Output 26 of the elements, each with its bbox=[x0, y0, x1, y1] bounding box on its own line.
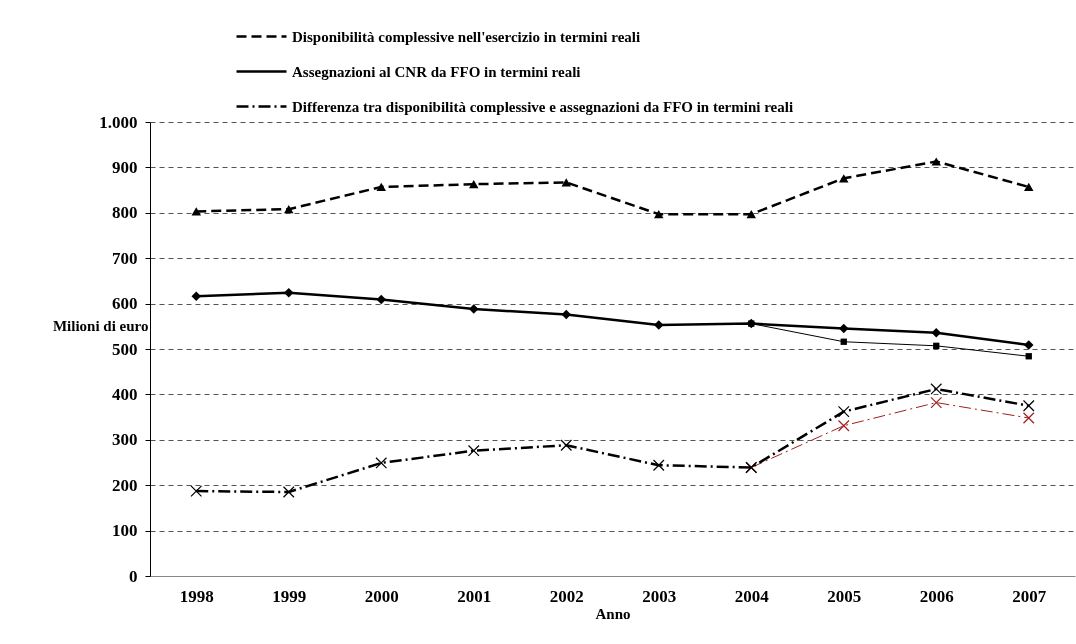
x-tick-label: 2005 bbox=[827, 586, 862, 606]
y-tick-label: 300 bbox=[112, 430, 138, 450]
x-tick-label: 1999 bbox=[272, 586, 307, 606]
x-tick-label: 1998 bbox=[179, 586, 214, 606]
y-tick-label: 600 bbox=[112, 294, 138, 314]
x-tick-label: 2002 bbox=[549, 586, 584, 606]
y-tick-label: 800 bbox=[112, 203, 138, 223]
x-tick-label: 2004 bbox=[734, 586, 770, 606]
y-tick-label: 100 bbox=[112, 521, 138, 541]
x-axis-title: Anno bbox=[595, 605, 631, 622]
x-tick-label: 2001 bbox=[457, 586, 492, 606]
x-tick-label: 2006 bbox=[919, 586, 954, 606]
y-tick-label: 200 bbox=[112, 475, 138, 495]
x-tick-label: 2007 bbox=[1012, 586, 1047, 606]
y-tick-label: 1.000 bbox=[99, 112, 138, 132]
legend-label: Disponibilità complessive nell'esercizio in termini reali bbox=[292, 28, 641, 45]
legend-label: Assegnazioni al CNR da FFO in termini reali bbox=[292, 63, 581, 80]
x-tick-label: 2000 bbox=[364, 586, 399, 606]
y-tick-label: 400 bbox=[112, 384, 138, 404]
legend-label: Differenza tra disponibilità complessive e assegnazioni da FFO in termini reali bbox=[292, 98, 794, 115]
y-tick-label: 700 bbox=[112, 248, 138, 268]
y-tick-label: 900 bbox=[112, 157, 138, 177]
y-tick-label: 0 bbox=[129, 566, 138, 586]
x-tick-label: 2003 bbox=[642, 586, 677, 606]
y-axis-title: Milioni di euro bbox=[52, 317, 149, 334]
y-tick-label: 500 bbox=[112, 339, 138, 359]
